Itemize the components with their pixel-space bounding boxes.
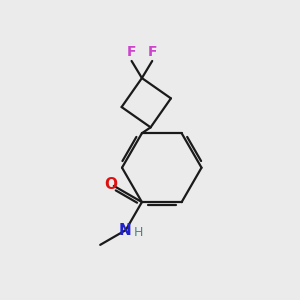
Text: H: H	[134, 226, 143, 239]
Text: F: F	[148, 45, 157, 58]
Text: O: O	[104, 177, 117, 192]
Text: N: N	[119, 223, 131, 238]
Text: F: F	[127, 45, 136, 58]
